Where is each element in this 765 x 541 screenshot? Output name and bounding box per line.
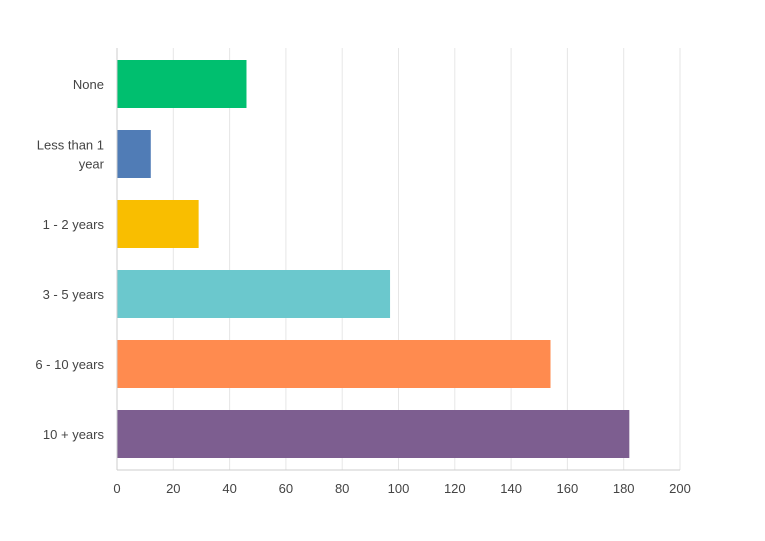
bar[interactable] bbox=[117, 60, 247, 108]
bar[interactable] bbox=[117, 130, 151, 178]
category-label: Less than 1 year bbox=[37, 138, 105, 172]
x-tick-labels: 0 20 40 60 80 100 120 140 160 180 200 bbox=[113, 481, 690, 496]
x-tick-label: 100 bbox=[388, 481, 410, 496]
x-tick-label: 160 bbox=[557, 481, 579, 496]
bar[interactable] bbox=[117, 410, 630, 458]
category-label: 10 + years bbox=[43, 427, 105, 442]
category-labels: None Less than 1 year 1 - 2 years 3 - 5 year… bbox=[35, 77, 104, 442]
x-tick-label: 20 bbox=[166, 481, 180, 496]
bars bbox=[117, 60, 630, 458]
x-tick-label: 60 bbox=[279, 481, 293, 496]
x-tick-label: 200 bbox=[669, 481, 691, 496]
category-label: 3 - 5 years bbox=[43, 287, 105, 302]
x-tick-label: 40 bbox=[222, 481, 236, 496]
axes bbox=[116, 48, 680, 471]
bar[interactable] bbox=[117, 200, 199, 248]
bar[interactable] bbox=[117, 340, 551, 388]
x-tick-label: 80 bbox=[335, 481, 349, 496]
x-tick-label: 120 bbox=[444, 481, 466, 496]
bar[interactable] bbox=[117, 270, 391, 318]
category-label: 6 - 10 years bbox=[35, 357, 104, 372]
gridlines bbox=[172, 48, 681, 470]
category-label: None bbox=[73, 77, 104, 92]
category-label: 1 - 2 years bbox=[43, 217, 105, 232]
x-tick-label: 0 bbox=[113, 481, 120, 496]
x-tick-label: 140 bbox=[500, 481, 522, 496]
x-tick-label: 180 bbox=[613, 481, 635, 496]
